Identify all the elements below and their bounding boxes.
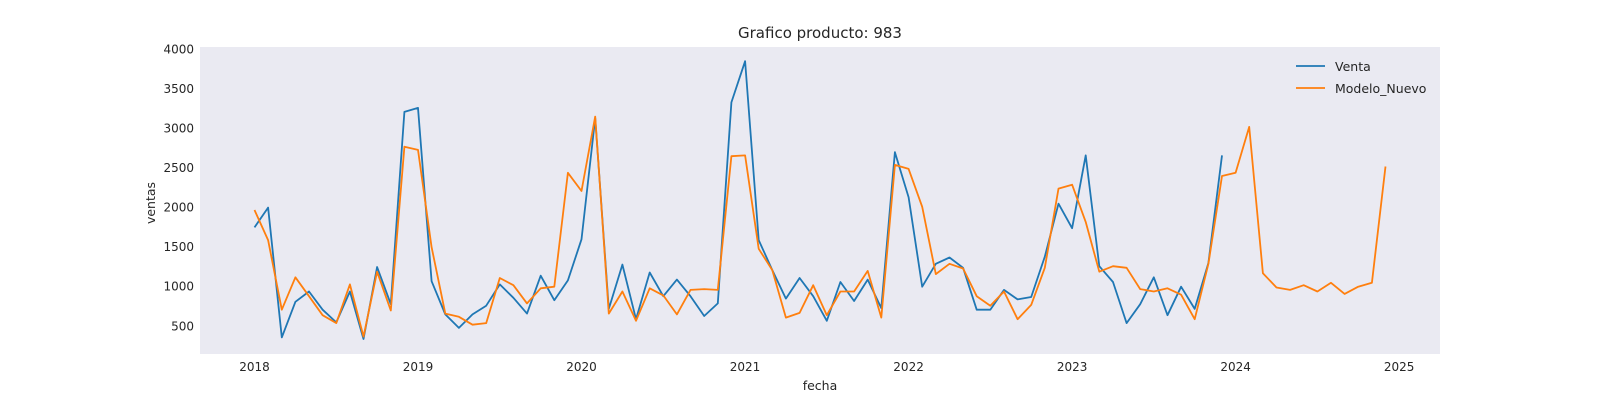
- y-tick-label: 1500: [163, 240, 194, 254]
- x-axis-ticks: 2018 2019 2020 2021 2022 2023 2024 2025: [239, 360, 1414, 374]
- y-tick-label: 4000: [163, 42, 194, 56]
- series-line-modelo-nuevo: [253, 115, 1387, 338]
- legend: Venta Modelo_Nuevo: [1296, 59, 1426, 96]
- y-tick-label: 2500: [163, 161, 194, 175]
- x-tick-label: 2018: [239, 360, 270, 374]
- plot-area-background: [200, 47, 1440, 354]
- y-tick-label: 2000: [163, 201, 194, 215]
- y-axis-ticks: 500 1000 1500 2000 2500 3000 3500 4000: [163, 42, 194, 333]
- x-tick-label: 2025: [1384, 360, 1415, 374]
- x-tick-label: 2021: [730, 360, 761, 374]
- x-tick-label: 2020: [566, 360, 597, 374]
- y-tick-label: 500: [171, 319, 194, 333]
- x-axis-label: fecha: [803, 378, 838, 393]
- x-tick-label: 2019: [403, 360, 434, 374]
- y-tick-label: 3500: [163, 82, 194, 96]
- x-tick-label: 2022: [893, 360, 924, 374]
- series-line-venta: [253, 60, 1223, 340]
- legend-label-modelo-nuevo: Modelo_Nuevo: [1335, 81, 1426, 96]
- y-tick-label: 3000: [163, 121, 194, 135]
- series-layer: [253, 60, 1387, 340]
- x-tick-label: 2024: [1220, 360, 1251, 374]
- y-axis-label: ventas: [143, 182, 158, 224]
- y-tick-label: 1000: [163, 280, 194, 294]
- legend-label-venta: Venta: [1335, 59, 1371, 74]
- chart-title: Grafico producto: 983: [738, 24, 902, 42]
- x-tick-label: 2023: [1057, 360, 1088, 374]
